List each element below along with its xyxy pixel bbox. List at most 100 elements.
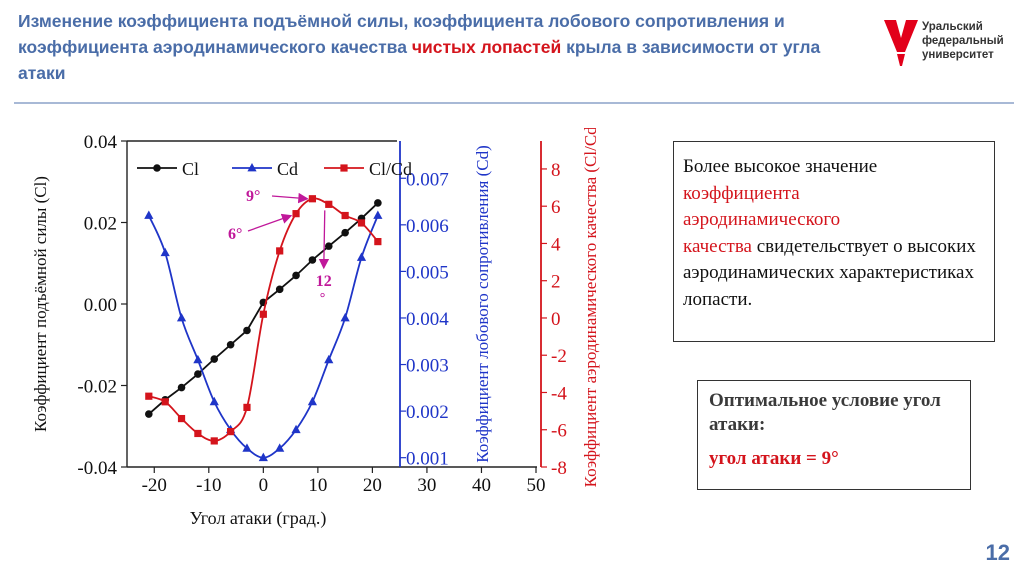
cd-point — [144, 210, 154, 219]
note1-red1: коэффициента — [683, 182, 800, 204]
cd-axis-label: Коэффициент лобового сопротивления (Cd) — [473, 145, 492, 463]
optimal-condition-note: Оптимальное условие угол атаки: угол ата… — [697, 380, 971, 490]
title-highlight: чистых лопастей — [411, 37, 562, 57]
cl-point — [145, 410, 153, 418]
clcd-point — [276, 247, 284, 255]
conclusion-note: Более высокое значение коэффициента аэро… — [673, 141, 995, 342]
cl-point — [324, 242, 333, 250]
annotation-6deg-arrow — [247, 213, 293, 232]
cd-tick-label: 0.007 — [406, 169, 449, 190]
cl-point — [243, 326, 251, 335]
annotation-12deg-arrow — [318, 210, 330, 270]
cd-point — [340, 312, 350, 322]
cl-point — [226, 340, 235, 349]
clcd-point — [259, 310, 267, 318]
cd-tick-label: 0.002 — [406, 402, 449, 423]
cd-tick-label: 0.001 — [406, 449, 449, 470]
note1-line1: Более высокое значение — [683, 156, 878, 177]
clcd-point — [308, 195, 317, 203]
clcd-tick-label: 4 — [551, 234, 561, 255]
cd-point — [193, 354, 203, 364]
clcd-tick-label: -4 — [551, 383, 567, 404]
x-tick-label: 40 — [472, 475, 491, 496]
clcd-tick-label: -8 — [551, 458, 567, 479]
clcd-point — [161, 398, 169, 406]
optimal-heading-text: Оптимальное условие угол атаки — [709, 390, 941, 435]
cd-point — [258, 452, 268, 462]
clcd-point — [177, 414, 186, 423]
clcd-tick-label: -6 — [551, 421, 567, 442]
page-number: 12 — [985, 540, 1010, 565]
x-tick-label: -20 — [142, 475, 167, 496]
clcd-tick-label: 8 — [551, 160, 561, 181]
annotation-12deg-sub: ° — [320, 291, 326, 306]
clcd-point — [210, 437, 218, 445]
university-logo-icon — [884, 20, 918, 66]
cd-point — [307, 396, 318, 406]
note1-red3: качества — [683, 235, 752, 257]
clcd-point — [194, 429, 202, 438]
cd-point — [242, 443, 252, 452]
clcd-point — [341, 211, 349, 220]
annotation-9deg-label: 9° — [246, 188, 260, 205]
clcd-point — [243, 403, 251, 411]
title-part2: крыла в зависимости от угла атаки — [18, 37, 821, 83]
cd-point — [291, 424, 301, 434]
chart-panel: -20 -10 0 10 20 30 40 50 Угол атаки (град.) -0.04… — [22, 128, 644, 534]
clcd-point — [227, 428, 235, 436]
cd-tick-label: 0.006 — [406, 216, 449, 237]
annotation-12deg-label: 12 — [316, 273, 332, 290]
cl-point — [275, 285, 284, 294]
x-tick-label: 50 — [527, 475, 546, 496]
clcd-tick-label: 0 — [551, 309, 561, 330]
legend-cl-label: Cl — [182, 159, 199, 179]
annotation-9deg-arrow — [271, 192, 309, 204]
optimal-heading-colon: : — [758, 414, 766, 435]
cd-point — [160, 247, 170, 257]
cd-point — [356, 252, 367, 261]
cl-point — [292, 271, 300, 280]
clcd-point — [374, 237, 382, 246]
logo-line3: университет — [922, 49, 994, 61]
slide-title: Изменение коэффициента подъёмной силы, к… — [18, 8, 848, 86]
cd-tick-label: 0.003 — [406, 356, 449, 377]
clcd-point — [357, 219, 366, 227]
cd-point — [324, 354, 334, 364]
x-axis-label: Угол атаки (град.) — [190, 508, 327, 529]
cd-point — [275, 443, 285, 452]
cl-point — [177, 383, 186, 392]
clcd-point — [145, 392, 153, 400]
clcd-tick-label: -2 — [551, 346, 567, 367]
clcd-axis-label: Коэффициент аэродинамического качества (… — [581, 128, 600, 487]
cd-tick-label: 0.004 — [406, 309, 449, 330]
clcd-point — [325, 200, 333, 208]
note1-tail: свидетельствует о высоких аэродинамическ… — [683, 235, 976, 310]
title-part1: Изменение коэффициента подъёмной силы, к… — [18, 11, 785, 57]
clcd-tick-label: 6 — [551, 197, 561, 218]
cl-series — [145, 199, 382, 418]
cd-point — [176, 312, 187, 322]
clcd-tick-label: 2 — [551, 272, 561, 293]
cd-series — [144, 210, 383, 462]
legend-clcd-marker — [340, 164, 348, 172]
cd-point — [209, 396, 219, 406]
title-divider — [14, 102, 1014, 104]
annotation-6deg-label: 6° — [228, 226, 242, 243]
cl-point — [374, 199, 382, 207]
legend-cd-marker — [247, 163, 257, 172]
x-tick-label: 20 — [363, 475, 382, 496]
university-name: Уральский федеральный университет — [922, 20, 1004, 62]
clcd-series — [145, 195, 382, 445]
legend-cl-marker — [153, 164, 161, 172]
cl-point — [308, 256, 317, 264]
note1-red2: аэродинамического — [683, 209, 841, 230]
legend-cd-label: Cd — [277, 159, 298, 179]
cl-tick-label: 0.04 — [84, 132, 118, 153]
clcd-point — [292, 210, 300, 218]
cl-axis-label: Коэффициент подъёмной силы (Cl) — [31, 176, 50, 432]
cl-point — [194, 370, 202, 378]
cl-tick-label: -0.04 — [77, 458, 117, 479]
cd-tick-label: 0.005 — [406, 262, 449, 283]
optimal-heading: Оптимальное условие угол атаки: — [709, 389, 962, 437]
cl-tick-label: -0.02 — [77, 377, 117, 398]
